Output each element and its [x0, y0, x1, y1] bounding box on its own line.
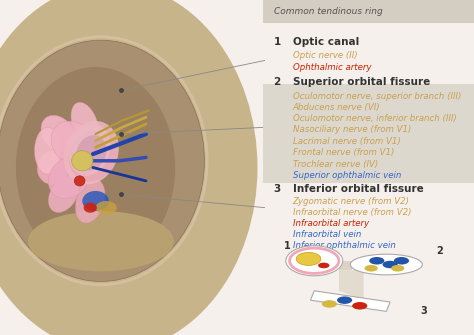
Text: 1: 1 — [273, 37, 281, 47]
Text: Ophthalmic artery: Ophthalmic artery — [292, 63, 371, 71]
Text: Optic nerve (II): Optic nerve (II) — [292, 52, 357, 60]
Text: Superior ophthalmic vein: Superior ophthalmic vein — [292, 171, 401, 180]
Polygon shape — [310, 291, 390, 312]
Text: Nasociliary nerve (from V1): Nasociliary nerve (from V1) — [292, 125, 411, 134]
Bar — [263, 0, 474, 23]
Text: 3: 3 — [273, 184, 281, 194]
Ellipse shape — [0, 0, 257, 335]
Ellipse shape — [64, 121, 119, 185]
Text: Inferior orbital fissure: Inferior orbital fissure — [292, 184, 423, 194]
Ellipse shape — [286, 246, 343, 276]
Ellipse shape — [296, 252, 321, 265]
Ellipse shape — [69, 124, 110, 176]
Text: Common tendinous ring: Common tendinous ring — [273, 7, 383, 16]
Circle shape — [391, 265, 404, 272]
Circle shape — [352, 302, 367, 310]
Text: 2: 2 — [273, 77, 281, 87]
Circle shape — [337, 296, 352, 304]
Text: 1: 1 — [284, 241, 291, 251]
Ellipse shape — [37, 151, 69, 184]
Ellipse shape — [71, 102, 99, 146]
Circle shape — [369, 257, 384, 265]
Bar — [263, 84, 474, 183]
Text: Optic canal: Optic canal — [292, 37, 359, 47]
Ellipse shape — [74, 176, 85, 186]
Text: Infraorbital nerve (from V2): Infraorbital nerve (from V2) — [292, 208, 411, 216]
Circle shape — [383, 261, 398, 268]
Ellipse shape — [83, 203, 97, 213]
Text: Lacrimal nerve (from V1): Lacrimal nerve (from V1) — [292, 137, 401, 146]
Text: 2: 2 — [436, 246, 443, 256]
Ellipse shape — [318, 263, 329, 268]
Ellipse shape — [350, 254, 422, 275]
Ellipse shape — [69, 130, 116, 182]
Text: Inferior ophthalmic vein: Inferior ophthalmic vein — [292, 241, 395, 250]
Ellipse shape — [16, 67, 175, 268]
Ellipse shape — [48, 176, 79, 212]
Polygon shape — [339, 261, 352, 270]
Text: Oculomotor nerve, superior branch (III): Oculomotor nerve, superior branch (III) — [292, 92, 461, 100]
Circle shape — [322, 300, 337, 308]
Text: Oculomotor nerve, inferior branch (III): Oculomotor nerve, inferior branch (III) — [292, 114, 456, 123]
Ellipse shape — [28, 211, 174, 271]
Ellipse shape — [51, 121, 98, 167]
Text: Infraorbital artery: Infraorbital artery — [292, 219, 369, 227]
Text: Frontal nerve (from V1): Frontal nerve (from V1) — [292, 148, 394, 157]
Text: Infraorbital vein: Infraorbital vein — [292, 230, 361, 239]
Circle shape — [394, 257, 409, 265]
Ellipse shape — [82, 191, 109, 211]
Ellipse shape — [75, 179, 105, 223]
Ellipse shape — [35, 127, 61, 174]
Text: Abducens nerve (VI): Abducens nerve (VI) — [292, 103, 380, 112]
Text: Trochlear nerve (IV): Trochlear nerve (IV) — [292, 160, 378, 169]
Ellipse shape — [76, 135, 107, 171]
Ellipse shape — [96, 201, 117, 214]
Text: 3: 3 — [421, 307, 428, 317]
Circle shape — [365, 265, 378, 272]
Ellipse shape — [72, 151, 93, 171]
Ellipse shape — [41, 115, 76, 153]
Polygon shape — [339, 270, 364, 300]
Text: Superior orbital fissure: Superior orbital fissure — [292, 77, 430, 87]
Ellipse shape — [0, 40, 204, 281]
Ellipse shape — [48, 156, 90, 199]
Text: Zygomatic nerve (from V2): Zygomatic nerve (from V2) — [292, 197, 410, 205]
